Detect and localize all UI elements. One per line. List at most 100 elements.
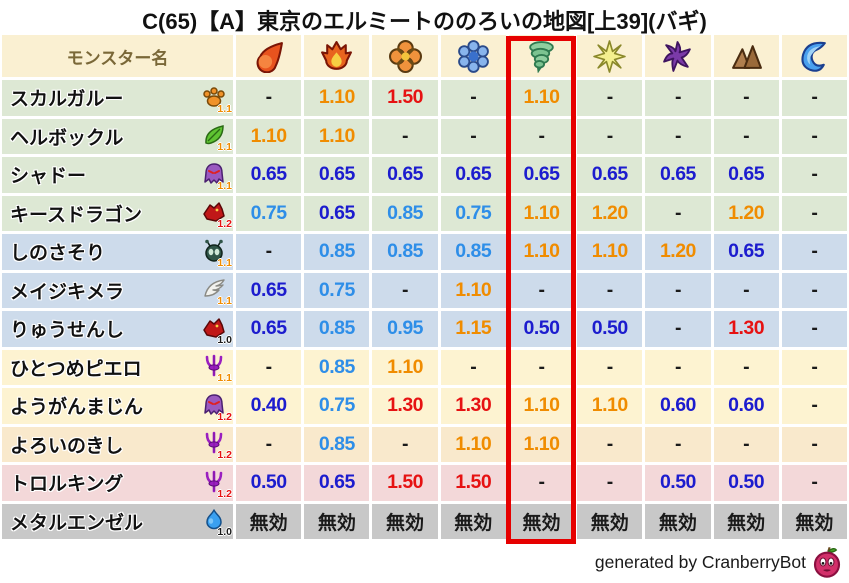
value-cell-gira-flame: 0.85 bbox=[304, 426, 370, 462]
value-cell-hyado-ice: 1.50 bbox=[440, 465, 506, 501]
value-cell-hyado-ice: 0.65 bbox=[440, 157, 506, 193]
monster-name: ひとつめピエロ bbox=[10, 358, 142, 380]
element-header-hyado-ice bbox=[440, 35, 506, 77]
monster-name-cell: ひとつめピエロ 1.1 bbox=[2, 349, 233, 385]
value-cell-doruma-dark: - bbox=[645, 426, 711, 462]
value-cell-gira-flame: 0.65 bbox=[304, 195, 370, 231]
monster-modifier: 1.0 bbox=[217, 333, 232, 346]
family-icon-dragon: 1.0 bbox=[199, 315, 232, 346]
value-cell-mera-fireball: 0.75 bbox=[236, 195, 302, 231]
element-header-earth-rock bbox=[713, 35, 779, 77]
value-cell-io-explosion: 1.50 bbox=[372, 465, 438, 501]
value-cell-io-explosion: 1.30 bbox=[372, 388, 438, 424]
monster-modifier: 1.1 bbox=[217, 102, 232, 115]
value-cell-io-explosion: 0.95 bbox=[372, 311, 438, 347]
monster-name-header: モンスター名 bbox=[2, 35, 233, 77]
page-title: C(65)【A】東京のエルミートののろいの地図[上39](バギ) bbox=[142, 9, 707, 34]
value-cell-earth-rock: 0.50 bbox=[713, 465, 779, 501]
value-cell-water-wave: - bbox=[781, 118, 847, 154]
value-cell-gira-flame: 0.65 bbox=[304, 157, 370, 193]
cranberry-slime-icon bbox=[811, 546, 843, 578]
value-cell-io-explosion: 0.85 bbox=[372, 195, 438, 231]
value-cell-doruma-dark: - bbox=[645, 311, 711, 347]
value-cell-mera-fireball: - bbox=[236, 349, 302, 385]
element-header-io-explosion bbox=[372, 35, 438, 77]
doruma-dark-icon bbox=[661, 40, 694, 73]
value-cell-dein-light: 無効 bbox=[577, 503, 643, 539]
value-cell-gira-flame: 0.75 bbox=[304, 272, 370, 308]
value-cell-gira-flame: 0.65 bbox=[304, 465, 370, 501]
family-icon-ghost: 1.1 bbox=[199, 161, 232, 192]
value-cell-doruma-dark: 0.60 bbox=[645, 388, 711, 424]
value-cell-doruma-dark: - bbox=[645, 272, 711, 308]
value-cell-hyado-ice: 無効 bbox=[440, 503, 506, 539]
value-cell-bagi-wind: 1.10 bbox=[508, 195, 575, 231]
monster-modifier: 1.1 bbox=[217, 179, 232, 192]
value-cell-water-wave: 無効 bbox=[781, 503, 847, 539]
monster-name-cell: トロルキング 1.2 bbox=[2, 465, 233, 501]
monster-name: トロルキング bbox=[10, 474, 124, 496]
value-cell-io-explosion: 1.10 bbox=[372, 349, 438, 385]
value-cell-dein-light: 1.20 bbox=[577, 195, 643, 231]
value-cell-earth-rock: 無効 bbox=[713, 503, 779, 539]
value-cell-gira-flame: 1.10 bbox=[304, 118, 370, 154]
value-cell-io-explosion: 0.85 bbox=[372, 234, 438, 270]
monster-name-cell: メタルエンゼル 1.0 bbox=[2, 503, 233, 539]
value-cell-io-explosion: - bbox=[372, 118, 438, 154]
value-cell-bagi-wind: - bbox=[508, 272, 575, 308]
value-cell-earth-rock: 0.60 bbox=[713, 388, 779, 424]
monster-name: メイジキメラ bbox=[10, 281, 125, 303]
value-cell-hyado-ice: 1.15 bbox=[440, 311, 506, 347]
family-icon-paw: 1.1 bbox=[199, 84, 232, 115]
element-header-dein-light bbox=[577, 35, 643, 77]
value-cell-dein-light: - bbox=[577, 118, 643, 154]
value-cell-mera-fireball: 0.50 bbox=[236, 465, 302, 501]
value-cell-gira-flame: 0.75 bbox=[304, 388, 370, 424]
value-cell-earth-rock: 0.65 bbox=[713, 234, 779, 270]
family-icon-dragon: 1.2 bbox=[199, 199, 232, 231]
monster-modifier: 1.2 bbox=[217, 487, 232, 500]
monster-name-cell: メイジキメラ 1.1 bbox=[2, 272, 233, 308]
water-wave-icon bbox=[798, 40, 831, 73]
family-icon-trident: 1.2 bbox=[199, 469, 232, 500]
family-icon-trident: 1.2 bbox=[199, 430, 232, 461]
monster-name: キースドラゴン bbox=[10, 204, 143, 226]
value-cell-doruma-dark: - bbox=[645, 118, 711, 154]
monster-name: メタルエンゼル bbox=[10, 512, 144, 534]
mera-fireball-icon bbox=[252, 40, 285, 73]
credit-text: generated by CranberryBot bbox=[594, 551, 806, 572]
bagi-wind-icon bbox=[525, 40, 558, 73]
value-cell-mera-fireball: 0.40 bbox=[236, 388, 302, 424]
monster-name-cell: よろいのきし 1.2 bbox=[2, 426, 233, 462]
value-cell-mera-fireball: 無効 bbox=[236, 503, 302, 539]
value-cell-water-wave: - bbox=[781, 234, 847, 270]
monster-modifier: 1.0 bbox=[217, 526, 232, 539]
value-cell-gira-flame: 0.85 bbox=[304, 349, 370, 385]
element-header-bagi-wind bbox=[508, 35, 575, 77]
monster-name-cell: ようがんまじん 1.2 bbox=[2, 388, 233, 424]
dein-light-icon bbox=[593, 39, 627, 73]
value-cell-doruma-dark: 0.50 bbox=[645, 465, 711, 501]
value-cell-doruma-dark: 0.65 bbox=[645, 157, 711, 193]
monster-name-cell: キースドラゴン 1.2 bbox=[2, 195, 233, 231]
monster-name-cell: りゅうせんし 1.0 bbox=[2, 311, 233, 347]
value-cell-dein-light: 0.65 bbox=[577, 157, 643, 193]
element-header-doruma-dark bbox=[645, 35, 711, 77]
value-cell-bagi-wind: 0.50 bbox=[508, 311, 575, 347]
value-cell-dein-light: - bbox=[577, 465, 643, 501]
value-cell-doruma-dark: 1.20 bbox=[645, 234, 711, 270]
value-cell-io-explosion: 0.65 bbox=[372, 157, 438, 193]
value-cell-dein-light: 1.10 bbox=[577, 388, 643, 424]
value-cell-bagi-wind: 1.10 bbox=[508, 234, 575, 270]
value-cell-earth-rock: 1.30 bbox=[713, 311, 779, 347]
monster-modifier: 1.2 bbox=[217, 218, 232, 231]
value-cell-water-wave: - bbox=[781, 272, 847, 308]
value-cell-mera-fireball: 0.65 bbox=[236, 157, 302, 193]
value-cell-bagi-wind: 1.10 bbox=[508, 388, 575, 424]
value-cell-mera-fireball: - bbox=[236, 426, 302, 462]
value-cell-water-wave: - bbox=[781, 465, 847, 501]
monster-name: りゅうせんし bbox=[10, 320, 125, 342]
value-cell-earth-rock: 1.20 bbox=[713, 195, 779, 231]
value-cell-water-wave: - bbox=[781, 426, 847, 462]
value-cell-gira-flame: 0.85 bbox=[304, 234, 370, 270]
